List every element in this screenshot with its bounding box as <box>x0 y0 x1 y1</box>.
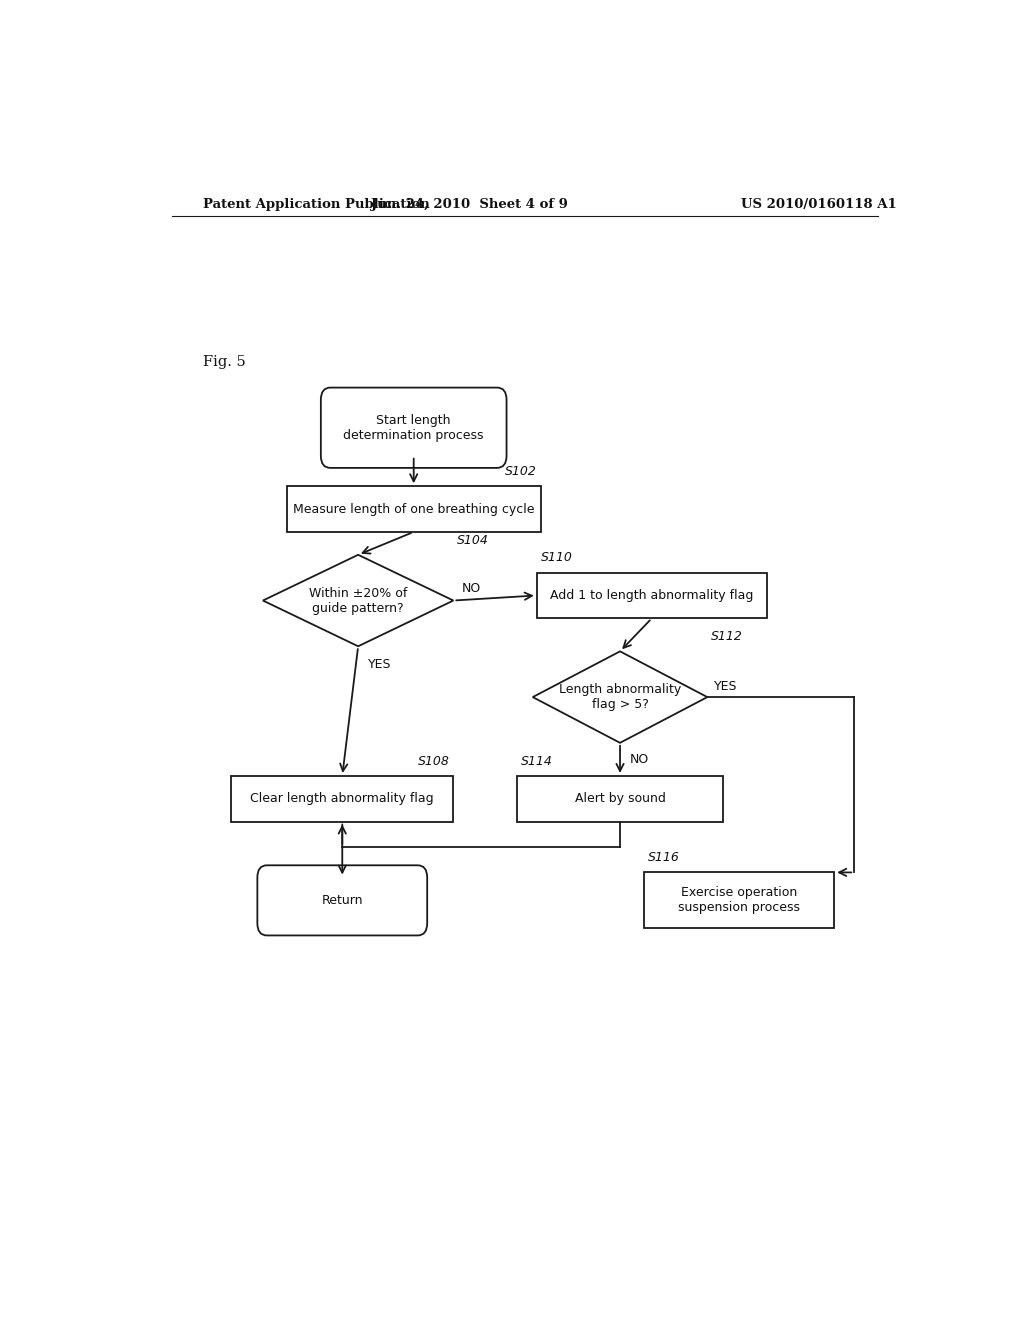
Text: S102: S102 <box>505 465 537 478</box>
Text: Jun. 24, 2010  Sheet 4 of 9: Jun. 24, 2010 Sheet 4 of 9 <box>371 198 567 211</box>
FancyBboxPatch shape <box>257 866 427 936</box>
Text: S116: S116 <box>648 851 680 865</box>
Text: Start length
determination process: Start length determination process <box>343 413 484 442</box>
Text: Clear length abnormality flag: Clear length abnormality flag <box>251 792 434 805</box>
Text: S108: S108 <box>418 755 450 768</box>
Text: Fig. 5: Fig. 5 <box>204 355 246 368</box>
Text: Length abnormality
flag > 5?: Length abnormality flag > 5? <box>559 682 681 711</box>
FancyBboxPatch shape <box>321 388 507 467</box>
Text: Add 1 to length abnormality flag: Add 1 to length abnormality flag <box>550 589 754 602</box>
Bar <box>517 776 723 821</box>
Text: Return: Return <box>322 894 364 907</box>
Text: NO: NO <box>630 752 649 766</box>
Bar <box>644 873 835 928</box>
Text: Patent Application Publication: Patent Application Publication <box>204 198 430 211</box>
Text: S114: S114 <box>521 755 553 768</box>
Text: S110: S110 <box>541 552 572 565</box>
Text: S104: S104 <box>458 533 489 546</box>
Bar <box>287 486 541 532</box>
Text: Exercise operation
suspension process: Exercise operation suspension process <box>678 886 800 915</box>
Bar <box>231 776 454 821</box>
Text: US 2010/0160118 A1: US 2010/0160118 A1 <box>740 198 896 211</box>
Text: Within ±20% of
guide pattern?: Within ±20% of guide pattern? <box>309 586 408 615</box>
Polygon shape <box>532 651 708 743</box>
Bar <box>537 573 767 618</box>
Polygon shape <box>263 554 454 647</box>
Text: YES: YES <box>368 659 391 672</box>
Text: NO: NO <box>461 582 480 595</box>
Text: Alert by sound: Alert by sound <box>574 792 666 805</box>
Text: YES: YES <box>714 680 737 693</box>
Text: S112: S112 <box>712 630 743 643</box>
Text: Measure length of one breathing cycle: Measure length of one breathing cycle <box>293 503 535 516</box>
